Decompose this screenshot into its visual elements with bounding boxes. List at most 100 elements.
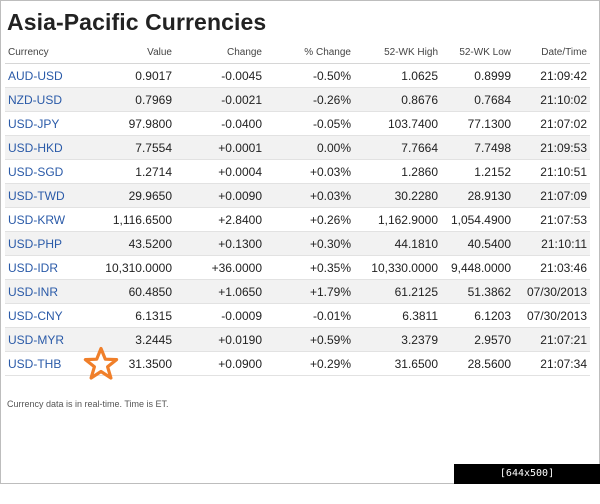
currency-pair-cell: NZD-USD — [5, 87, 91, 112]
column-header-currency: Currency — [5, 41, 91, 64]
change-cell: +0.0004 — [175, 159, 265, 184]
date-time-cell: 21:07:34 — [514, 351, 590, 376]
value-cell: 60.4850 — [91, 279, 175, 304]
date-time-cell: 07/30/2013 — [514, 279, 590, 304]
52wk-high-cell: 3.2379 — [354, 327, 441, 352]
currency-table: Currency Value Change % Change 52-WK Hig… — [5, 41, 590, 376]
value-cell: 97.9800 — [91, 111, 175, 136]
change-cell: +0.0001 — [175, 135, 265, 160]
date-time-cell: 21:07:02 — [514, 111, 590, 136]
date-time-cell: 21:09:42 — [514, 63, 590, 88]
currency-pair-link[interactable]: USD-KRW — [8, 212, 66, 227]
column-header-value: Value — [91, 41, 175, 64]
value-cell: 29.9650 — [91, 183, 175, 208]
currency-pair-cell: USD-HKD — [5, 135, 91, 160]
currency-pair-link[interactable]: USD-THB — [8, 356, 62, 371]
table-row: USD-CNY 6.1315 -0.0009 -0.01% 6.3811 6.1203 07… — [5, 303, 590, 328]
value-cell: 3.2445 — [91, 327, 175, 352]
value-cell: 0.7969 — [91, 87, 175, 112]
currency-pair-link[interactable]: USD-IDR — [8, 260, 58, 275]
value-cell: 0.9017 — [91, 63, 175, 88]
52wk-high-cell: 44.1810 — [354, 231, 441, 256]
date-time-cell: 21:10:02 — [514, 87, 590, 112]
date-time-cell: 21:10:11 — [514, 231, 590, 256]
column-header-52wk-low: 52-WK Low — [441, 41, 514, 64]
change-cell: -0.0021 — [175, 87, 265, 112]
value-cell: 6.1315 — [91, 303, 175, 328]
value-cell: 1,116.6500 — [91, 207, 175, 232]
table-row: AUD-USD 0.9017 -0.0045 -0.50% 1.0625 0.8999 21… — [5, 63, 590, 88]
change-cell: -0.0045 — [175, 63, 265, 88]
pct-change-cell: 0.00% — [265, 135, 354, 160]
currency-pair-link[interactable]: NZD-USD — [8, 92, 62, 107]
52wk-high-cell: 10,330.0000 — [354, 255, 441, 280]
date-time-cell: 21:07:53 — [514, 207, 590, 232]
pct-change-cell: +0.26% — [265, 207, 354, 232]
52wk-high-cell: 31.6500 — [354, 351, 441, 376]
52wk-low-cell: 9,448.0000 — [441, 255, 514, 280]
pct-change-cell: +0.29% — [265, 351, 354, 376]
currency-pair-link[interactable]: USD-PHP — [8, 236, 63, 251]
pct-change-cell: +0.59% — [265, 327, 354, 352]
table-row: USD-PHP 43.5200 +0.1300 +0.30% 44.1810 40.540… — [5, 231, 590, 256]
currency-pair-link[interactable]: AUD-USD — [8, 68, 63, 83]
52wk-low-cell: 0.8999 — [441, 63, 514, 88]
52wk-high-cell: 0.8676 — [354, 87, 441, 112]
column-header-pct-change: % Change — [265, 41, 354, 64]
table-row: USD-HKD 7.7554 +0.0001 0.00% 7.7664 7.7498 21:… — [5, 135, 590, 160]
value-cell: 43.5200 — [91, 231, 175, 256]
52wk-low-cell: 28.9130 — [441, 183, 514, 208]
currency-pair-link[interactable]: USD-INR — [8, 284, 58, 299]
pct-change-cell: -0.05% — [265, 111, 354, 136]
date-time-cell: 21:10:51 — [514, 159, 590, 184]
table-row: USD-INR 60.4850 +1.0650 +1.79% 61.2125 51.386… — [5, 279, 590, 304]
52wk-low-cell: 40.5400 — [441, 231, 514, 256]
table-row: USD-THB 31.3500 +0.0900 +0.29% 31.6500 28.560… — [5, 351, 590, 376]
currency-pair-cell: USD-CNY — [5, 303, 91, 328]
currency-pair-cell: USD-THB — [5, 351, 91, 376]
currency-pair-cell: USD-SGD — [5, 159, 91, 184]
currency-pair-link[interactable]: USD-SGD — [8, 164, 64, 179]
currency-pair-link[interactable]: USD-TWD — [8, 188, 65, 203]
currency-pair-link[interactable]: USD-CNY — [8, 308, 63, 323]
currency-pair-link[interactable]: USD-MYR — [8, 332, 64, 347]
52wk-high-cell: 103.7400 — [354, 111, 441, 136]
pct-change-cell: -0.50% — [265, 63, 354, 88]
change-cell: +36.0000 — [175, 255, 265, 280]
52wk-low-cell: 77.1300 — [441, 111, 514, 136]
table-row: USD-IDR 10,310.0000 +36.0000 +0.35% 10,330.0… — [5, 255, 590, 280]
52wk-low-cell: 1.2152 — [441, 159, 514, 184]
currency-pair-link[interactable]: USD-JPY — [8, 116, 60, 131]
currency-pair-cell: USD-INR — [5, 279, 91, 304]
column-header-change: Change — [175, 41, 265, 64]
currency-pair-cell: USD-IDR — [5, 255, 91, 280]
currency-pair-link[interactable]: USD-HKD — [8, 140, 63, 155]
52wk-low-cell: 28.5600 — [441, 351, 514, 376]
date-time-cell: 21:03:46 — [514, 255, 590, 280]
column-header-date-time: Date/Time — [514, 41, 590, 64]
value-cell: 7.7554 — [91, 135, 175, 160]
currency-pair-cell: USD-MYR — [5, 327, 91, 352]
star-outline-icon — [83, 346, 119, 380]
52wk-low-cell: 51.3862 — [441, 279, 514, 304]
pct-change-cell: +0.03% — [265, 183, 354, 208]
table-row: NZD-USD 0.7969 -0.0021 -0.26% 0.8676 0.7684 21… — [5, 87, 590, 112]
table-row: USD-TWD 29.9650 +0.0090 +0.03% 30.2280 28.913… — [5, 183, 590, 208]
change-cell: +0.0900 — [175, 351, 265, 376]
watermark: [644x500] http://upic.me/ — [454, 464, 600, 499]
52wk-high-cell: 7.7664 — [354, 135, 441, 160]
table-header-row: Currency Value Change % Change 52-WK Hig… — [5, 41, 590, 64]
52wk-low-cell: 0.7684 — [441, 87, 514, 112]
change-cell: +0.1300 — [175, 231, 265, 256]
52wk-low-cell: 6.1203 — [441, 303, 514, 328]
currency-pair-cell: USD-JPY — [5, 111, 91, 136]
table-row: USD-JPY 97.9800 -0.0400 -0.05% 103.7400 77.13… — [5, 111, 590, 136]
52wk-high-cell: 61.2125 — [354, 279, 441, 304]
pct-change-cell: +1.79% — [265, 279, 354, 304]
page-title: Asia-Pacific Currencies — [7, 9, 267, 35]
52wk-high-cell: 6.3811 — [354, 303, 441, 328]
52wk-low-cell: 7.7498 — [441, 135, 514, 160]
change-cell: +0.0190 — [175, 327, 265, 352]
date-time-cell: 07/30/2013 — [514, 303, 590, 328]
currency-pair-cell: AUD-USD — [5, 63, 91, 88]
